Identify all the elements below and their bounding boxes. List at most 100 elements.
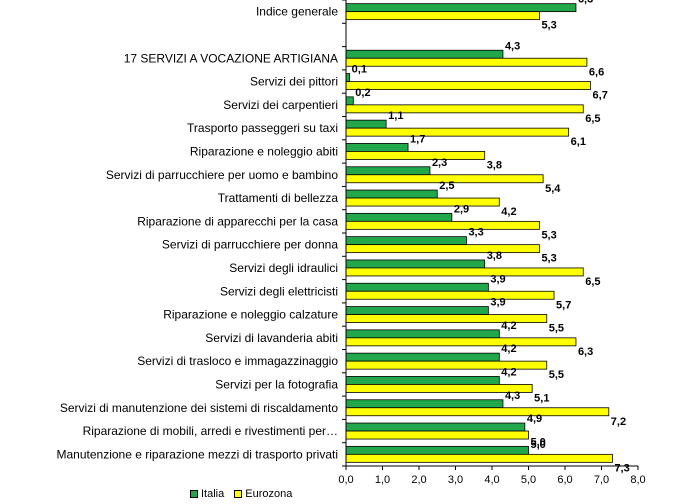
x-tick-label: 7,0 [594, 474, 609, 486]
data-label-italia: 3,9 [490, 273, 505, 285]
data-label-eurozona: 7,3 [614, 462, 629, 474]
data-label-eurozona: 5,5 [549, 369, 564, 381]
bar-eurozona [345, 197, 500, 207]
bar-italia [345, 119, 387, 129]
bar-italia [345, 306, 489, 315]
bar-italia [345, 445, 529, 455]
bar-eurozona [345, 430, 529, 440]
data-label-eurozona: 6,5 [585, 276, 600, 288]
data-label-italia: 1,7 [410, 133, 425, 145]
category-label: Servizi degli elettricisti [220, 284, 338, 298]
bar-eurozona [345, 81, 591, 90]
x-tick-label: 0,0 [338, 474, 353, 486]
category-label: Servizi di trasloco e immagazzinaggio [137, 354, 338, 368]
data-label-italia: 3,9 [490, 297, 505, 309]
data-label-italia: 6,3 [578, 0, 593, 6]
x-tick-label: 5,0 [521, 474, 536, 486]
legend-swatch-italia [190, 490, 198, 498]
labels-layer: Indice generale 17 SERVIZI A VOCAZIONE AR… [57, 0, 646, 486]
bar-italia [345, 329, 500, 339]
bar-eurozona [345, 220, 540, 230]
data-label-eurozona: 7,2 [611, 416, 626, 428]
bar-eurozona [345, 57, 588, 67]
data-label-eurozona: 5,5 [549, 323, 564, 335]
category-label: Riparazione di mobili, arredi e rivestim… [83, 424, 338, 438]
data-label-italia: 0,1 [352, 64, 367, 76]
data-label-eurozona: 4,2 [501, 206, 516, 218]
legend-item-italia: Italia [190, 488, 224, 500]
category-label: Servizi di parrucchiere per uomo e bambi… [106, 168, 338, 182]
bar-italia [345, 96, 354, 106]
data-label-italia: 4,3 [505, 390, 520, 402]
bar-italia [345, 422, 526, 432]
x-tick-label: 2,0 [411, 474, 426, 486]
category-label: Indice generale [256, 5, 338, 19]
bars-layer [345, 3, 613, 463]
bar-italia [345, 399, 504, 409]
bar-italia [345, 73, 351, 82]
category-label: Servizi di lavanderia abiti [205, 331, 338, 345]
data-label-eurozona: 3,8 [487, 159, 502, 171]
legend: Italia Eurozona [190, 486, 302, 502]
data-label-italia: 0,2 [355, 87, 370, 99]
category-label: Servizi dei pittori [250, 75, 338, 89]
data-label-eurozona: 5,7 [556, 299, 571, 311]
bar-italia [345, 236, 467, 246]
x-tick-label: 1,0 [375, 474, 390, 486]
category-label: Servizi di parrucchiere per donna [162, 238, 338, 252]
data-label-italia: 4,2 [501, 343, 516, 355]
bar-italia [345, 352, 500, 362]
data-label-eurozona: 5,3 [541, 229, 556, 241]
data-label-italia: 4,3 [505, 40, 520, 52]
bar-eurozona [345, 360, 548, 370]
category-label: Trasporto passeggeri su taxi [187, 121, 338, 135]
bar-eurozona [345, 151, 486, 160]
category-label: Servizi degli idraulici [229, 261, 338, 275]
bar-italia [345, 143, 409, 152]
data-label-eurozona: 5,1 [534, 392, 549, 404]
bar-italia [345, 376, 500, 385]
bar-eurozona [345, 11, 540, 21]
bar-italia [345, 212, 453, 222]
x-tick-label: 3,0 [448, 474, 463, 486]
bar-italia [345, 282, 489, 292]
bar-eurozona [345, 244, 540, 254]
category-label: Trattamenti di bellezza [218, 191, 339, 205]
category-label: Riparazione e noleggio abiti [190, 144, 338, 158]
legend-item-eurozona: Eurozona [234, 488, 292, 500]
data-label-eurozona: 5,0 [531, 439, 546, 451]
bar-eurozona [345, 267, 584, 277]
data-label-eurozona: 6,1 [571, 136, 586, 148]
category-label: Manutenzione e riparazione mezzi di tras… [57, 447, 338, 461]
data-label-italia: 2,3 [432, 157, 447, 169]
data-label-eurozona: 6,3 [578, 346, 593, 358]
legend-swatch-eurozona [234, 490, 243, 498]
bar-eurozona [345, 453, 613, 463]
data-label-eurozona: 6,5 [585, 113, 600, 125]
bar-italia [345, 259, 486, 269]
data-label-italia: 4,9 [527, 413, 542, 425]
data-label-eurozona: 6,6 [589, 66, 604, 78]
data-label-italia: 3,8 [487, 250, 502, 262]
data-label-italia: 4,2 [501, 366, 516, 378]
bar-italia [345, 3, 577, 13]
bar-eurozona [345, 314, 548, 323]
data-label-italia: 2,9 [454, 203, 469, 215]
bar-eurozona [345, 127, 570, 137]
x-tick-label: 8,0 [630, 474, 645, 486]
bar-italia [345, 49, 504, 59]
category-label: Servizi per la fotografia [215, 377, 338, 391]
x-tick-label: 6,0 [557, 474, 572, 486]
data-label-eurozona: 5,3 [541, 20, 556, 32]
x-tick-label: 4,0 [484, 474, 499, 486]
category-label: Servizi dei carpentieri [223, 98, 338, 112]
bar-italia [345, 166, 431, 176]
category-label: Servizi di manutenzione dei sistemi di r… [60, 401, 338, 415]
data-label-eurozona: 5,4 [545, 183, 561, 195]
category-label: 17 SERVIZI A VOCAZIONE ARTIGIANA [124, 51, 338, 65]
category-label: Riparazione di apparecchi per la casa [137, 214, 338, 228]
category-label: Riparazione e noleggio calzature [163, 308, 338, 322]
data-label-eurozona: 5,3 [541, 253, 556, 265]
data-label-italia: 1,1 [388, 110, 403, 122]
